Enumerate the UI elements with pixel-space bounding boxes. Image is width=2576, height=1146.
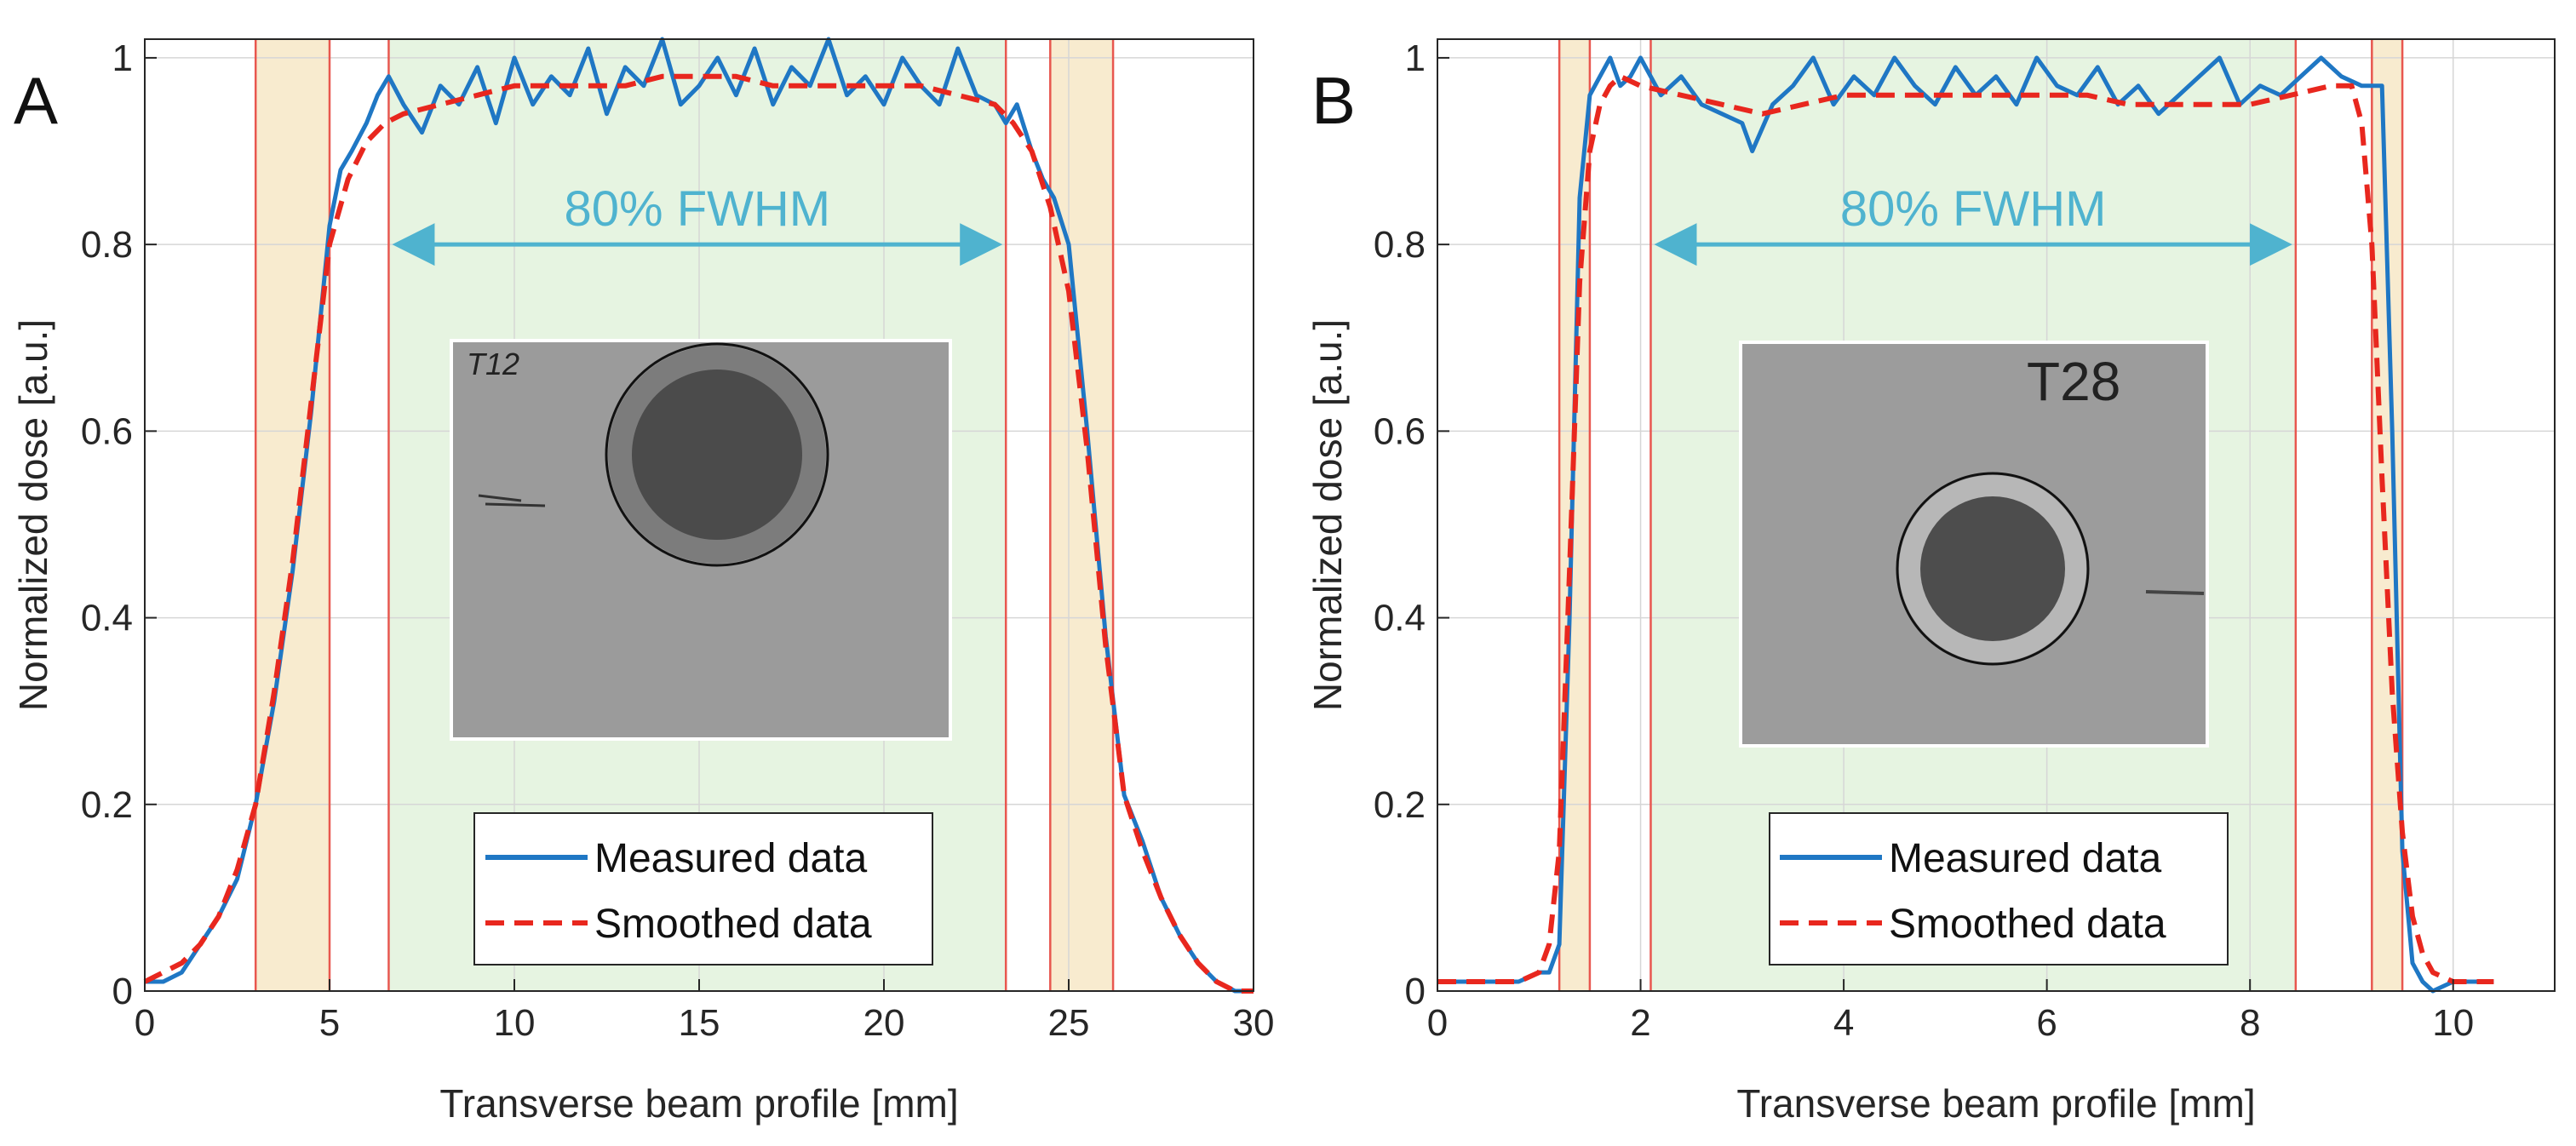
- panel-b-ytick-label-4: 0.8: [1374, 224, 1426, 266]
- panel-b-label: B: [1311, 63, 1356, 138]
- panel-b-xtick-label-5: 10: [2432, 1002, 2474, 1044]
- panel-b-xtick-label-4: 8: [2240, 1002, 2260, 1044]
- panel-a-x-axis-label: Transverse beam profile [mm]: [439, 1081, 958, 1126]
- panel-b-ytick-label-2: 0.4: [1374, 598, 1426, 639]
- panel-b-series-measured: [1437, 55, 2494, 994]
- panel-b-ticks: 0 2 4 6 8 10 0 0.2 0.4 0.6 0.8 1: [1374, 37, 2474, 1044]
- panel-a-ytick-label-1: 0.2: [81, 784, 133, 826]
- panel-b-xtick-label-2: 4: [1833, 1002, 1854, 1044]
- panel-a-ticks: 0 5 10 15 20 25 30 0 0.2 0.4 0.6 0.8 1: [81, 37, 1275, 1044]
- panel-a-ytick-label-5: 1: [112, 37, 133, 79]
- panel-a-xtick-label-3: 15: [679, 1002, 720, 1044]
- panel-a-band-edges: [254, 39, 1115, 991]
- panel-b-series: [1437, 55, 2494, 994]
- panel-b-legend-measured-label: Measured data: [1889, 836, 2162, 881]
- panel-b-ytick-label-1: 0.2: [1374, 784, 1426, 826]
- panel-a-penumbra-band-left: [255, 39, 330, 991]
- panel-a-label: A: [14, 63, 58, 138]
- panel-b-penumbra-band-right: [2372, 39, 2403, 991]
- panel-b: T28 0 2 4 6 8 10 0 0.2 0.4 0.6 0.8 1 80% FWHM Measu…: [1305, 37, 2556, 1126]
- panel-b-xtick-label-0: 0: [1427, 1002, 1448, 1044]
- panel-b-film-mark: [2145, 590, 2205, 595]
- panel-a-legend-measured-label: Measured data: [594, 836, 868, 881]
- panel-b-series-smoothed: [1437, 73, 2494, 984]
- panel-a-series-measured: [145, 37, 1254, 994]
- panel-a-film-spot: [632, 370, 802, 540]
- panel-b-xtick-label-3: 6: [2036, 1002, 2057, 1044]
- panel-a-penumbra-band-right: [1050, 39, 1114, 991]
- panel-a-ytick-label-0: 0: [112, 971, 133, 1012]
- panel-a-xtick-label-5: 25: [1048, 1002, 1090, 1044]
- panel-a-ytick-label-3: 0.6: [81, 410, 133, 452]
- panel-a-xtick-label-6: 30: [1233, 1002, 1275, 1044]
- panel-a-series-smoothed: [143, 73, 1254, 994]
- panel-a-axes-frame: [144, 38, 1254, 992]
- panel-a-xtick-label-0: 0: [135, 1002, 155, 1044]
- panel-a-xtick-label-1: 5: [319, 1002, 340, 1044]
- panel-a-legend-smoothed-label: Smoothed data: [594, 902, 872, 947]
- panel-b-axes-frame: [1437, 38, 2556, 992]
- panel-b-ytick-label-3: 0.6: [1374, 410, 1426, 452]
- panel-b-xtick-label-1: 2: [1630, 1002, 1650, 1044]
- panel-a-film-mark: [478, 494, 546, 507]
- panel-a-xtick-label-4: 20: [863, 1002, 905, 1044]
- panel-a-series: [143, 37, 1254, 994]
- panel-a-legend: Measured data Smoothed data: [473, 812, 933, 966]
- panel-a-ytick-label-2: 0.4: [81, 598, 133, 639]
- panel-b-ytick-label-5: 1: [1405, 37, 1426, 79]
- panel-b-film-circle: [1896, 472, 2090, 666]
- panel-a-film-inset: T12: [450, 339, 952, 741]
- panel-a-xtick-label-2: 10: [494, 1002, 536, 1044]
- panel-b-film-spot: [1920, 496, 2065, 641]
- panel-a-film-circle: [605, 342, 829, 567]
- panel-a-y-axis-label: Normalized dose [a.u.]: [11, 319, 55, 711]
- panel-b-film-inset: T28: [1739, 341, 2209, 748]
- panel-b-x-axis-label: Transverse beam profile [mm]: [1736, 1081, 2255, 1126]
- panel-a-ytick-label-4: 0.8: [81, 224, 133, 266]
- panel-b-legend: Measured data Smoothed data: [1769, 812, 2229, 966]
- panel-b-legend-smoothed-label: Smoothed data: [1889, 902, 2166, 947]
- panel-b-film-label: T28: [2027, 351, 2120, 412]
- panel-b-fwhm-label: 80% FWHM: [1840, 181, 2107, 237]
- panel-a-film-label: T12: [467, 347, 519, 381]
- panel-b-ytick-label-0: 0: [1405, 971, 1426, 1012]
- panel-a-fwhm-label: 80% FWHM: [565, 181, 831, 237]
- panel-b-y-axis-label: Normalized dose [a.u.]: [1305, 319, 1350, 711]
